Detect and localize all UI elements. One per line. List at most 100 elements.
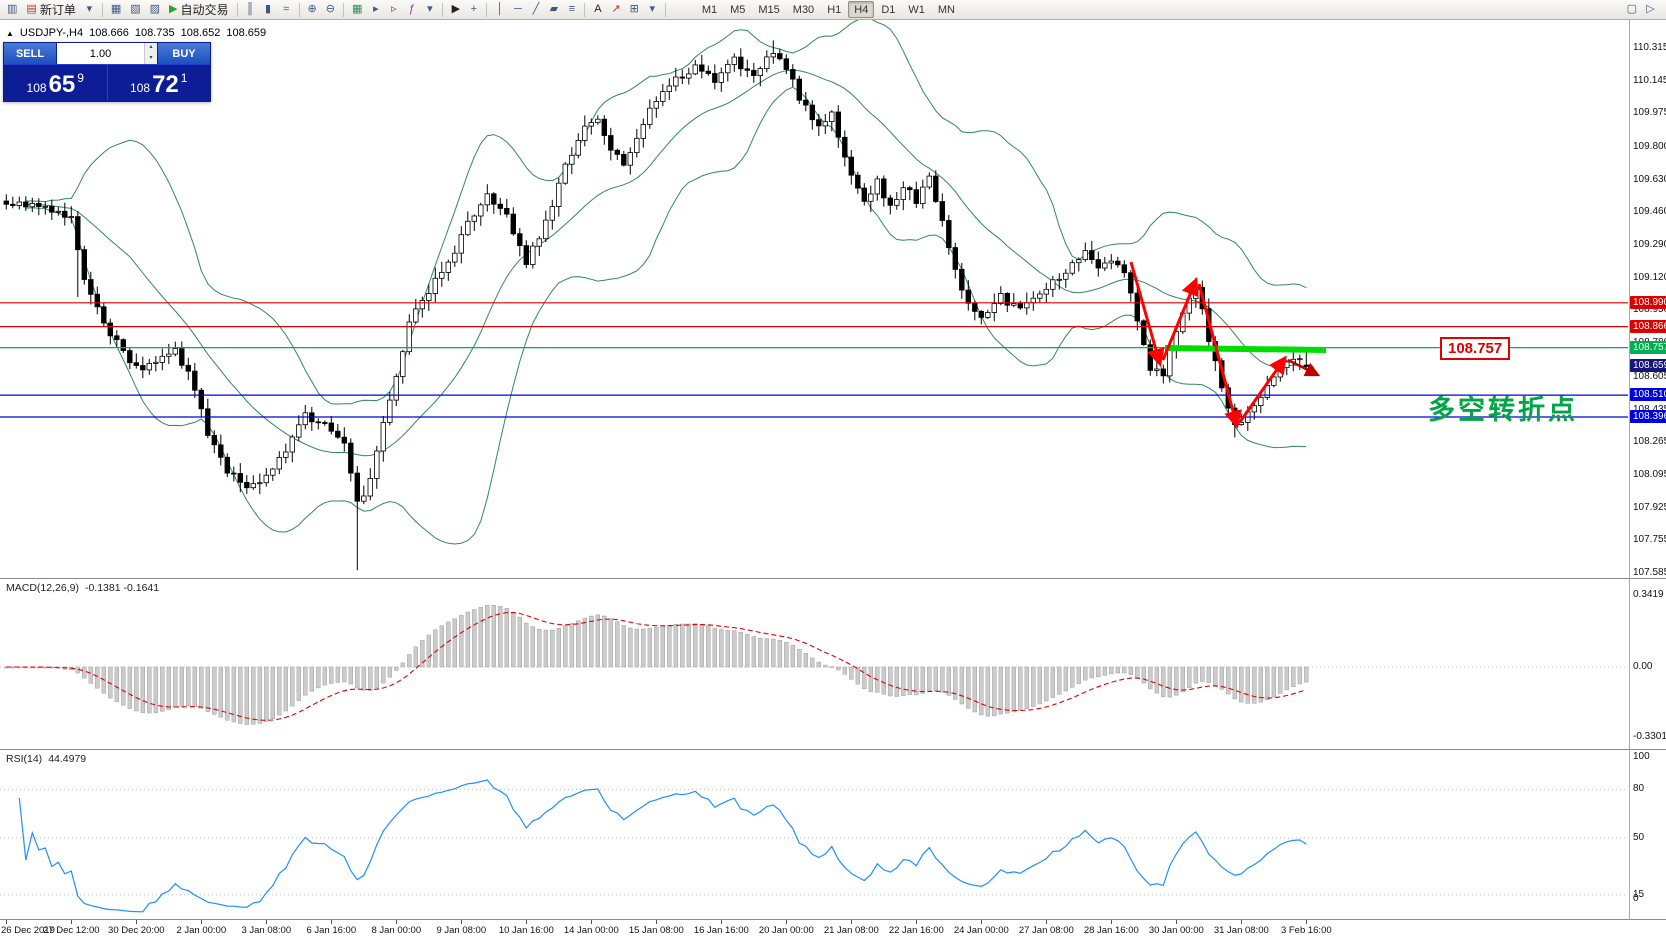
candle-body (562, 163, 568, 184)
one-click-trade-panel: SELL ▴ ▾ BUY 108 65 9 108 72 1 (3, 42, 211, 102)
red-arrow-3[interactable] (1197, 283, 1242, 429)
time-axis-label: 6 Jan 16:00 (306, 925, 357, 936)
zoom-in-icon[interactable]: ⊕ (304, 1, 321, 18)
candle-body (302, 412, 308, 426)
trendline-icon[interactable]: ╱ (527, 1, 544, 18)
price-marker-108.990: 108.990 (1630, 295, 1666, 309)
cursor-icon-glyph: ▶ (451, 3, 461, 15)
autotrade-button[interactable]: ▶ 自动交易 (165, 1, 232, 18)
new-order-button-glyph: ▤ (26, 3, 37, 15)
vertical-line-icon[interactable]: │ (491, 1, 508, 18)
rsi-axis-label: 15 (1633, 888, 1645, 900)
indicators-icon-glyph: ƒ (408, 3, 415, 15)
candle-body (874, 178, 880, 195)
time-tick (1111, 920, 1113, 924)
profiles-icon[interactable]: ▧ (126, 1, 144, 18)
new-order-dropdown-icon[interactable]: ▾ (81, 1, 98, 18)
candle-body (62, 210, 68, 218)
candle-body (614, 149, 620, 155)
candle-body (517, 233, 523, 246)
terminal-icon[interactable]: ▨ (146, 1, 164, 18)
timeframe-m1[interactable]: M1 (701, 3, 718, 16)
chart-shift-icon[interactable]: ▹ (385, 1, 402, 18)
timeframe-m5[interactable]: M5 (730, 3, 746, 16)
candle-body (881, 178, 887, 199)
red-arrow-5[interactable] (1287, 358, 1321, 377)
pointer-icon[interactable]: ▷ (1642, 1, 1659, 18)
horizontal-line-objects[interactable] (0, 302, 1628, 418)
arrow-label-icon[interactable]: ↗ (607, 1, 624, 18)
buy-price[interactable]: 108 72 1 (108, 65, 211, 101)
channel-icon[interactable]: ▰ (545, 1, 562, 18)
red-arrow-2[interactable] (1161, 277, 1199, 361)
time-tick (786, 920, 788, 924)
cn-annotation-text[interactable]: 多空转折点 (1428, 395, 1578, 425)
bollinger-bands (25, 17, 1307, 545)
horizontal-line-icon[interactable]: ─ (509, 1, 526, 18)
buy-button[interactable]: BUY (158, 43, 210, 64)
candle-body (1134, 292, 1140, 322)
candle-body (978, 310, 984, 318)
expand-panel-icon[interactable]: ▲ (6, 28, 14, 38)
price-axis-label: 109.290 (1633, 239, 1666, 251)
trendline-icon-glyph: ╱ (532, 3, 540, 15)
volume-up-button[interactable]: ▴ (145, 43, 157, 54)
timeframe-d1[interactable]: D1 (881, 3, 896, 16)
shapes-dropdown-icon[interactable]: ▾ (644, 1, 661, 18)
new-order-button[interactable]: ▤ 新订单 (22, 1, 79, 18)
timeframe-w1[interactable]: W1 (908, 3, 925, 16)
panel-separator-macd-rsi[interactable] (0, 749, 1666, 750)
price-tag-108757[interactable]: 108.757 (1440, 337, 1511, 360)
panel-separator-rsi-time[interactable] (0, 919, 1666, 920)
candle-body (595, 118, 601, 123)
chart-window-icon[interactable]: ▥ (3, 1, 21, 18)
toolbar-group-zoom: ⊕ ⊖ (304, 1, 339, 18)
tile-windows-icon[interactable]: ▦ (348, 1, 366, 18)
line-chart-icon[interactable]: ≈ (278, 1, 295, 18)
toolbar-group-layout: ▦ ▸ ▹ ƒ ▾ (348, 1, 438, 18)
timeframe-m15[interactable]: M15 (758, 3, 780, 16)
charts-icon[interactable]: ▦ (107, 1, 125, 18)
fibonacci-icon[interactable]: ≡ (563, 1, 580, 18)
candle-body (608, 135, 614, 151)
crosshair-icon[interactable]: + (465, 1, 482, 18)
toolbar-separator (442, 2, 444, 17)
timeframe-mn[interactable]: MN (937, 3, 955, 16)
toolbar-group-cursor-tools: ▶ + (447, 1, 482, 18)
time-tick (136, 920, 138, 924)
price-axis-label: 108.950 (1633, 304, 1666, 316)
chat-icon[interactable]: ▢ (1623, 1, 1641, 18)
auto-scroll-icon[interactable]: ▸ (367, 1, 384, 18)
zoom-out-icon[interactable]: ⊖ (322, 1, 339, 18)
volume-down-button[interactable]: ▾ (145, 53, 157, 64)
red-arrow-1[interactable] (1129, 261, 1165, 367)
volume-input[interactable] (57, 43, 144, 64)
bar-chart-icon[interactable]: ║ (242, 1, 259, 18)
sell-price[interactable]: 108 65 9 (4, 65, 108, 101)
indicators-dropdown-icon[interactable]: ▾ (421, 1, 438, 18)
autotrade-button-glyph: ▶ (169, 3, 178, 15)
shapes-icon[interactable]: ⊞ (626, 1, 643, 18)
red-arrow-4[interactable] (1238, 355, 1287, 423)
toolbar-separator (342, 2, 344, 17)
timeframe-m30[interactable]: M30 (792, 3, 815, 16)
sell-button[interactable]: SELL (4, 43, 56, 64)
candle-body (1167, 349, 1173, 377)
text-icon[interactable]: A (589, 1, 606, 18)
timeframe-h4[interactable]: H4 (848, 1, 875, 18)
candle-body (29, 202, 35, 208)
candle-body (868, 193, 874, 202)
candle-body (991, 303, 997, 313)
candle-body (101, 306, 107, 324)
channel-icon-glyph: ▰ (549, 3, 559, 15)
price-axis-label: 107.925 (1633, 501, 1666, 513)
cursor-icon[interactable]: ▶ (447, 1, 464, 18)
panel-separator-main-macd[interactable] (0, 578, 1666, 579)
time-axis-label: 20 Jan 00:00 (758, 925, 814, 936)
indicators-icon[interactable]: ƒ (403, 1, 420, 18)
candlestick-chart-icon[interactable]: ▮ (260, 1, 277, 18)
candle-body (296, 424, 302, 438)
timeframe-h1[interactable]: H1 (827, 3, 842, 16)
green-trend-segment[interactable] (1164, 345, 1327, 353)
